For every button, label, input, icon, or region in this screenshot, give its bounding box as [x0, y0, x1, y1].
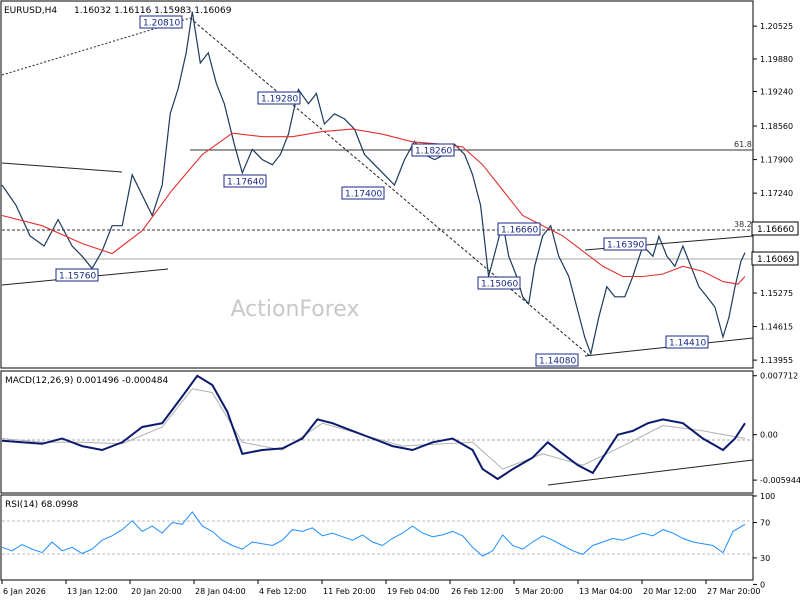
- annotation-box: [257, 91, 301, 105]
- date-axis-label: 13 Jan 12:00: [67, 587, 118, 596]
- date-axis-label: 20 Mar 12:00: [643, 587, 696, 596]
- annotation-box: [603, 237, 647, 251]
- fib-382-label: 38.2: [734, 220, 752, 229]
- price-axis: 1.20525 1.19880 1.19240 1.18560 1.17900 1.172…: [753, 22, 793, 365]
- price-axis-label: 1.14615: [760, 323, 793, 332]
- annotation-label: 1.17640: [227, 178, 264, 188]
- rsi-axis-label: 70: [760, 519, 770, 528]
- date-axis-label: 28 Jan 04:00: [195, 587, 246, 596]
- annotation-label: 1.17400: [345, 190, 382, 200]
- swing-annotations: 1.20810 1.19280 1.17640 1.18260 1.17400 1.166…: [55, 15, 709, 367]
- date-axis: 6 Jan 2026 13 Jan 12:00 20 Jan 20:00 28 Jan…: [1, 580, 760, 596]
- rsi-title: RSI(14) 68.0998: [5, 500, 78, 510]
- last-price-label: 1.16069: [757, 255, 794, 265]
- annotation-box: [535, 353, 579, 367]
- last-price-box: [751, 251, 799, 266]
- price-axis-label: 1.17240: [760, 189, 793, 198]
- annotation-box: [665, 335, 709, 349]
- annotation-label: 1.15760: [59, 272, 96, 282]
- price-axis-label: 1.13955: [760, 356, 793, 365]
- annotation-box: [223, 174, 267, 188]
- moving-average-line: [1, 128, 746, 285]
- annotation-label: 1.16390: [607, 241, 644, 251]
- annotation-box: [139, 15, 183, 29]
- level-box: [751, 221, 799, 236]
- annotation-box: [477, 276, 521, 290]
- annotation-label: 1.20810: [143, 19, 180, 29]
- annotation-box: [497, 222, 541, 236]
- annotation-label: 1.18260: [415, 147, 452, 157]
- date-axis-label: 27 Mar 20:00: [707, 587, 760, 596]
- date-axis-label: 19 Feb 04:00: [387, 587, 439, 596]
- annotation-box: [55, 268, 99, 282]
- rsi-panel-frame: [0, 494, 754, 581]
- annotation-box: [341, 186, 385, 200]
- date-axis-label: 26 Feb 12:00: [451, 587, 503, 596]
- macd-title: MACD(12,26,9) 0.001496 -0.000484: [5, 376, 168, 386]
- date-axis-label: 5 Mar 20:00: [515, 587, 563, 596]
- macd-trendline: [547, 459, 754, 486]
- date-axis-label: 13 Mar 04:00: [579, 587, 632, 596]
- trendline-left-short: [1, 162, 123, 173]
- annotation-label: 1.16660: [501, 226, 538, 236]
- price-axis-label: 1.19240: [760, 87, 793, 96]
- date-axis-label: 6 Jan 2026: [3, 587, 46, 596]
- annotation-label: 1.14410: [669, 339, 706, 349]
- rsi-axis-label: 0: [760, 580, 765, 589]
- date-axis-label: 11 Feb 20:00: [323, 587, 375, 596]
- macd-panel-frame: [0, 370, 754, 494]
- rsi-axis-label: 100: [760, 492, 775, 501]
- trendline-down-dashed: [189, 17, 591, 357]
- date-axis-label: 4 Feb 12:00: [259, 587, 306, 596]
- macd-axis-label: 0.007712: [760, 372, 798, 381]
- fib-618-label: 61.8: [734, 140, 752, 149]
- macd-axis-label: -0.005944: [760, 476, 800, 485]
- annotation-label: 1.15060: [481, 280, 518, 290]
- macd-axis-label: 0.00: [760, 431, 778, 440]
- rsi-axis: 100 70 30 0: [753, 492, 775, 589]
- symbol-label: EURUSD,H4: [4, 6, 57, 16]
- macd-line: [1, 374, 746, 481]
- watermark: ActionForex: [231, 297, 360, 322]
- macd-axis: 0.007712 0.00 -0.005944: [753, 372, 800, 485]
- rsi-line: [1, 511, 746, 557]
- level-box-label: 1.16660: [757, 225, 794, 235]
- rsi-axis-label: 30: [760, 554, 770, 563]
- price-axis-label: 1.18560: [760, 122, 793, 131]
- annotation-box: [411, 143, 455, 157]
- annotation-label: 1.19280: [261, 95, 298, 105]
- price-axis-label: 1.15275: [760, 289, 793, 298]
- price-axis-label: 1.19880: [760, 55, 793, 64]
- annotation-label: 1.14080: [539, 357, 576, 367]
- ohlc-values: 1.16032 1.16116 1.15983 1.16069: [74, 6, 232, 16]
- price-panel-frame: [0, 0, 754, 369]
- price-axis-label: 1.20525: [760, 22, 793, 31]
- trendline-upper-dotted: [1, 17, 191, 76]
- date-axis-label: 20 Jan 20:00: [131, 587, 182, 596]
- price-axis-label: 1.17900: [760, 156, 793, 165]
